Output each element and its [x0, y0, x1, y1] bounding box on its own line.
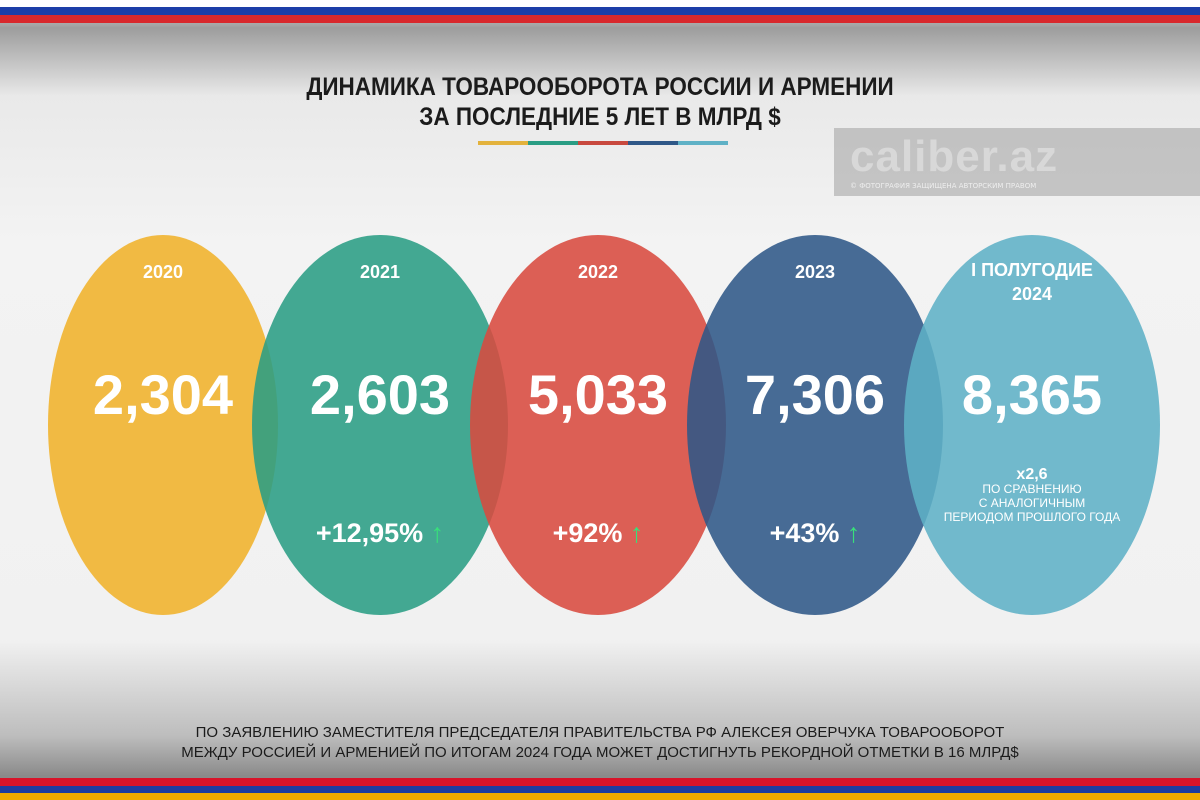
russia-flag-red [0, 15, 1200, 23]
bubble-0 [48, 235, 278, 615]
watermark-caption: © ФОТОГРАФИЯ ЗАЩИЩЕНА АВТОРСКИМ ПРАВОМ [850, 182, 1037, 190]
year-label: 2021 [359, 262, 401, 282]
value-label: 7,306 [744, 363, 886, 426]
change-text: +43% [769, 518, 840, 548]
bubble-1 [252, 235, 508, 615]
title-stripe-yellow [478, 141, 528, 145]
change-label: +92% ↑ [498, 518, 698, 549]
bubble-3 [687, 235, 943, 615]
bubble-2 [470, 235, 726, 615]
change-text: +92% [552, 518, 623, 548]
comparison-note: x2,6 ПО СРАВНЕНИЮ С АНАЛОГИЧНЫМ ПЕРИОДОМ ПР… [922, 466, 1142, 525]
change-label: +43% ↑ [715, 518, 915, 549]
title-line-1: ДИНАМИКА ТОВАРООБОРОТА РОССИИ И АРМЕНИИ [306, 73, 894, 101]
change-text: +12,95% [315, 518, 424, 548]
watermark-logo: caliber.az [850, 132, 1059, 181]
value-label: 2,304 [92, 363, 234, 426]
value-label: 8,365 [961, 363, 1103, 426]
title-stripe-red [578, 141, 628, 145]
armenia-flag-red [0, 778, 1200, 786]
russia-flag-blue [0, 7, 1200, 15]
year-label: I ПОЛУГОДИЕ 2024 [971, 260, 1093, 304]
note-l2: С АНАЛОГИЧНЫМ [978, 496, 1086, 510]
value-label: 2,603 [309, 363, 451, 426]
footer-line-2: МЕЖДУ РОССИЕЙ И АРМЕНИЕЙ ПО ИТОГАМ 2024 … [181, 744, 1019, 761]
up-arrow-icon: ↑ [423, 518, 445, 548]
note-l1: ПО СРАВНЕНИЮ [982, 482, 1082, 496]
page-title: ДИНАМИКА ТОВАРООБОРОТА РОССИИ И АРМЕНИИ … [60, 72, 1140, 132]
up-arrow-icon: ↑ [839, 518, 861, 548]
up-arrow-icon: ↑ [622, 518, 644, 548]
value-label: 5,033 [527, 363, 669, 426]
note-l3: ПЕРИОДОМ ПРОШЛОГО ГОДА [943, 510, 1121, 524]
footer-note: ПО ЗАЯВЛЕНИЮ ЗАМЕСТИТЕЛЯ ПРЕДСЕДАТЕЛЯ ПР… [0, 723, 1200, 763]
title-stripe-blue [628, 141, 678, 145]
year-label: 2023 [794, 262, 836, 282]
armenia-flag-blue [0, 786, 1200, 793]
change-label: +12,95% ↑ [280, 518, 480, 549]
year-label: 2022 [577, 262, 619, 282]
year-label: 2020 [142, 262, 184, 282]
russia-flag-white [0, 0, 1200, 7]
title-stripe-lightblue [678, 141, 728, 145]
bubble-4 [904, 235, 1160, 615]
armenia-flag-orange [0, 793, 1200, 800]
footer-line-1: ПО ЗАЯВЛЕНИЮ ЗАМЕСТИТЕЛЯ ПРЕДСЕДАТЕЛЯ ПР… [195, 724, 1005, 741]
watermark: caliber.az © ФОТОГРАФИЯ ЗАЩИЩЕНА АВТОРСК… [834, 128, 1200, 196]
title-line-2: ЗА ПОСЛЕДНИЕ 5 ЛЕТ В МЛРД $ [419, 103, 781, 131]
title-stripe-teal [528, 141, 578, 145]
note-mult: x2,6 [1016, 466, 1048, 483]
